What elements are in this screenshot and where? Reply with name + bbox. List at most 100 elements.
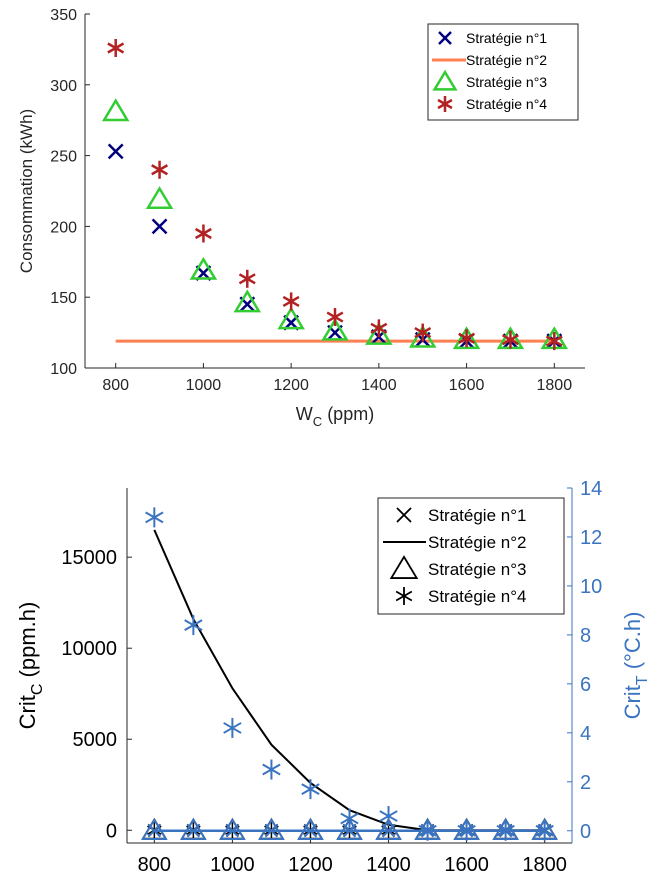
marker-stroke [437,98,453,110]
y-tick-label: 250 [50,149,77,166]
data-point-crit-t-asterisk [145,507,164,528]
data-point-crit-t-triangle [141,817,168,841]
marker-stroke [498,824,513,838]
marker-stroke [303,824,318,838]
data-point-crit-t-asterisk [379,806,398,827]
x-tick-label: 800 [138,854,171,876]
data-point-strategie-3 [277,306,305,330]
data-point-strategie-4 [326,308,344,327]
marker-stroke [414,817,441,841]
data-point-crit-t-x [147,824,162,838]
marker-stroke [107,143,124,160]
legend-label: Stratégie n°2 [428,533,526,552]
y2-tick-label: 0 [580,821,591,843]
data-point-crit-t-triangle [219,817,246,841]
y-tick-label: 0 [106,820,117,842]
marker-stroke [492,817,519,841]
marker-stroke [342,824,357,838]
y-axis-label: CritC (ppm.h) [15,602,46,730]
marker-stroke [395,590,413,602]
marker-stroke [321,317,349,341]
y2-tick-label: 2 [580,772,591,794]
data-point-strategie-4 [151,160,169,179]
marker-stroke [458,332,476,344]
marker-stroke [194,227,212,240]
data-point-strategie-4 [458,329,476,348]
data-point-strategie-4 [545,332,563,351]
data-point-crit-t-x [537,824,552,838]
data-point-strategie-4 [414,323,432,342]
x-axis-label-sub: C [313,414,322,429]
legend-marker-strategie-3 [389,555,419,579]
data-point-crit-t-x [303,824,318,838]
data-point-crit-t-triangle [453,817,480,841]
legend-label: Stratégie n°4 [466,96,547,112]
y-tick-label: 200 [50,219,77,236]
marker-stroke [264,824,279,838]
data-point-strategie-1 [107,143,124,160]
marker-stroke [396,507,412,523]
y2-tick-label: 6 [580,674,591,696]
y2-tick-label: 14 [580,478,602,500]
data-point-crit-t-triangle [531,817,558,841]
marker-stroke [501,334,519,346]
marker-stroke [531,817,558,841]
marker-stroke [301,783,320,796]
data-point-strategie-3 [365,322,393,345]
data-point-strategie-4 [107,38,125,57]
x-tick-label: 1800 [522,854,567,876]
marker-stroke [370,322,388,334]
y-axis-label: Consommation (kWh) [17,109,36,273]
y-tick-label: 10000 [61,638,117,660]
legend-label: Stratégie n°3 [428,560,526,579]
legend-label: Stratégie n°1 [466,30,547,46]
data-point-crit-t-x [420,824,435,838]
marker-stroke [420,824,435,838]
y2-tick-label: 10 [580,576,602,598]
legend: Stratégie n°1 Stratégie n°2 Stratégie n°3 S… [377,497,565,615]
marker-stroke [389,555,419,579]
data-point-crit-t-asterisk [184,615,203,636]
y2-axis-label: CritT (°C.h) [620,612,651,720]
x-axis-label: WC (ppm) [296,404,374,429]
y-tick-label: 350 [50,7,77,24]
data-point-strategie-4 [238,269,256,288]
marker-stroke [336,817,363,841]
data-point-crit-t-x [225,824,240,838]
legend-marker-strategie-4 [437,96,453,112]
marker-stroke [189,256,218,280]
data-point-crit-t-x [459,824,474,838]
legend-label: Stratégie n°2 [466,52,547,68]
y2-tick-label: 4 [580,723,591,745]
marker-stroke [545,335,563,347]
data-point-strategie-3 [452,326,481,350]
y-axis-label-sub: C [29,684,46,696]
marker-stroke [432,69,458,91]
legend-label: Stratégie n°3 [466,74,547,90]
marker-stroke [219,817,246,841]
legend: Stratégie n°1 Stratégie n°2 Stratégie n°3 S… [427,23,579,121]
data-point-crit-t-triangle [258,817,285,841]
marker-stroke [223,722,242,734]
y-axis-label-unit: (ppm.h) [15,602,40,684]
marker-stroke [233,289,262,313]
marker-stroke [297,817,324,841]
marker-stroke [262,763,281,776]
legend-marker-strategie-3 [432,69,458,91]
data-point-strategie-3 [189,256,218,280]
legend-marker-strategie-1 [396,507,412,523]
legend-box [427,23,579,121]
x-tick-label: 1600 [444,854,489,876]
marker-stroke [151,218,168,235]
data-point-crit-t-x [498,824,513,838]
data-point-strategie-3 [321,317,349,341]
data-point-crit-t-asterisk [262,759,281,780]
marker-stroke [258,817,285,841]
y2-tick-label: 8 [580,625,591,647]
marker-stroke [537,824,552,838]
marker-stroke [145,186,174,209]
data-point-crit-t-x [381,824,396,838]
marker-stroke [145,511,164,524]
x-axis-label-main: W [296,404,313,424]
data-point-crit-t-x [342,824,357,838]
